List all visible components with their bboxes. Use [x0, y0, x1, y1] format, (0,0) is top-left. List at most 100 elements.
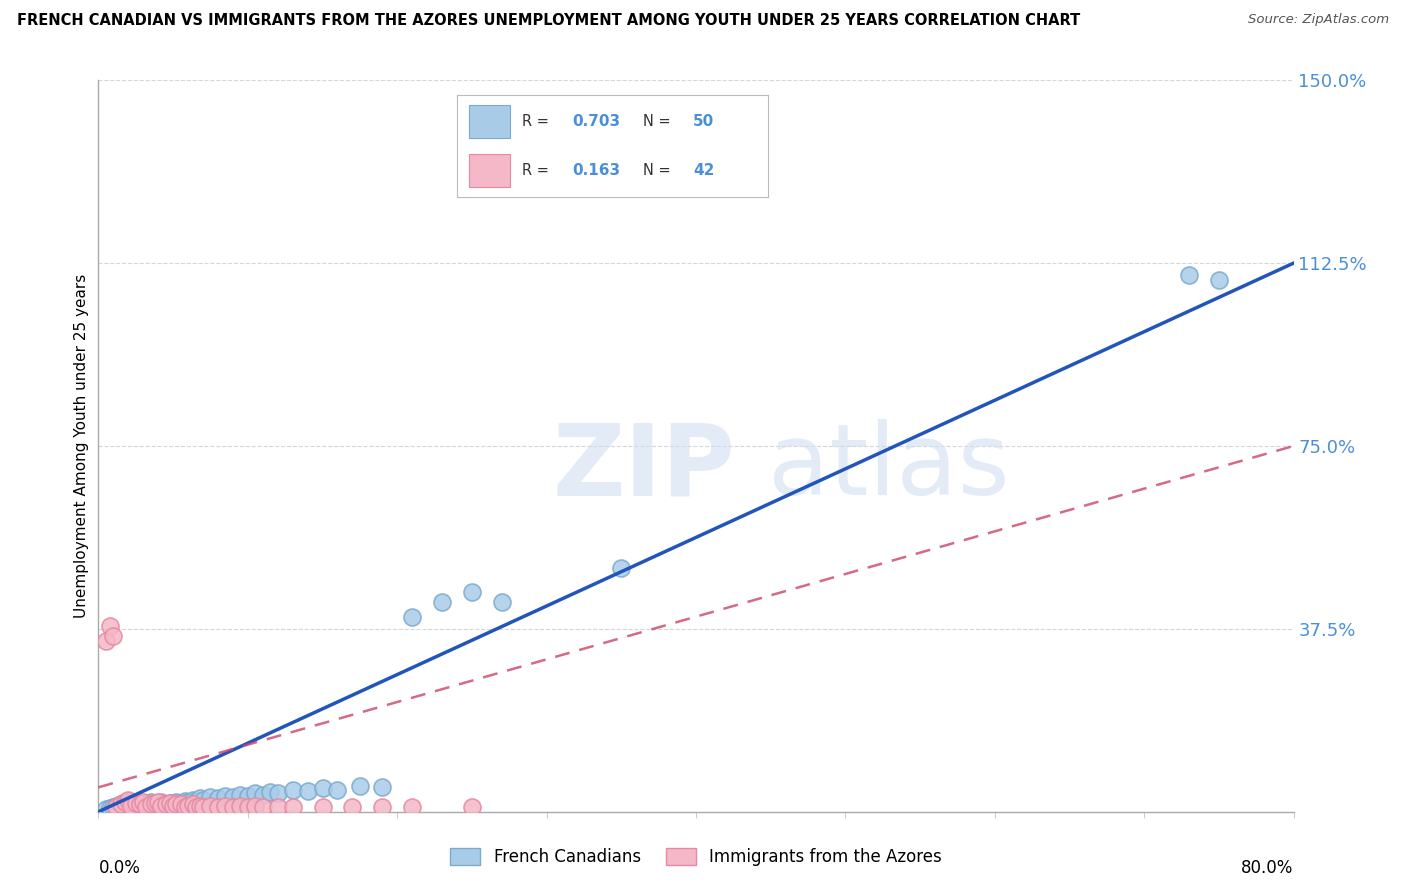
Point: [461, 800, 484, 814]
Point: [120, 798, 142, 813]
Point: [135, 796, 157, 810]
Point: [135, 800, 157, 814]
Point: [139, 795, 162, 809]
Point: [94, 802, 117, 816]
Point: [188, 798, 211, 813]
Point: [401, 800, 423, 814]
Point: [1178, 268, 1201, 283]
Point: [148, 797, 170, 812]
Point: [181, 797, 204, 812]
Point: [110, 797, 132, 812]
Point: [174, 794, 197, 808]
Point: [114, 796, 136, 810]
Point: [143, 796, 166, 810]
Point: [98, 801, 122, 815]
Point: [214, 789, 236, 804]
Point: [105, 798, 128, 813]
Point: [159, 796, 181, 810]
Point: [229, 798, 252, 813]
Point: [177, 798, 200, 813]
Point: [236, 789, 259, 804]
Text: atlas: atlas: [768, 419, 1010, 516]
Point: [150, 798, 173, 813]
Text: 0.0%: 0.0%: [98, 859, 141, 877]
Point: [117, 795, 139, 809]
Point: [132, 797, 155, 812]
Point: [162, 797, 184, 812]
Point: [281, 800, 304, 814]
Point: [159, 796, 181, 810]
Point: [174, 800, 197, 814]
Point: [245, 798, 267, 813]
Point: [610, 561, 633, 575]
Point: [252, 800, 274, 814]
Point: [148, 795, 170, 809]
Point: [114, 795, 136, 809]
Legend: French Canadians, Immigrants from the Azores: French Canadians, Immigrants from the Az…: [443, 841, 949, 873]
Text: ZIP: ZIP: [553, 419, 735, 516]
Point: [165, 797, 187, 812]
Point: [110, 797, 132, 812]
Point: [311, 800, 333, 814]
Point: [169, 797, 191, 812]
Point: [267, 786, 290, 800]
Point: [139, 797, 162, 812]
Point: [191, 800, 214, 814]
Text: 80.0%: 80.0%: [1241, 859, 1294, 877]
Point: [188, 791, 211, 805]
Point: [94, 634, 117, 648]
Point: [200, 790, 222, 805]
Point: [181, 792, 204, 806]
Point: [184, 794, 207, 808]
Y-axis label: Unemployment Among Youth under 25 years: Unemployment Among Youth under 25 years: [75, 274, 89, 618]
Point: [191, 792, 214, 806]
Point: [214, 798, 236, 813]
Point: [259, 785, 281, 799]
Text: Source: ZipAtlas.com: Source: ZipAtlas.com: [1249, 13, 1389, 27]
Point: [129, 797, 152, 812]
Point: [491, 595, 513, 609]
Point: [311, 781, 333, 796]
Point: [129, 798, 152, 813]
Point: [222, 800, 245, 814]
Text: FRENCH CANADIAN VS IMMIGRANTS FROM THE AZORES UNEMPLOYMENT AMONG YOUTH UNDER 25 : FRENCH CANADIAN VS IMMIGRANTS FROM THE A…: [17, 13, 1080, 29]
Point: [326, 782, 349, 797]
Point: [125, 796, 148, 810]
Point: [207, 791, 229, 805]
Point: [169, 796, 191, 810]
Point: [143, 800, 166, 814]
Point: [207, 800, 229, 814]
Point: [401, 609, 423, 624]
Point: [222, 790, 245, 805]
Point: [103, 629, 125, 643]
Point: [165, 795, 187, 809]
Point: [150, 795, 173, 809]
Point: [155, 798, 177, 813]
Point: [184, 800, 207, 814]
Point: [105, 800, 128, 814]
Point: [267, 800, 290, 814]
Point: [200, 798, 222, 813]
Point: [371, 780, 394, 795]
Point: [155, 797, 177, 812]
Point: [117, 792, 139, 806]
Point: [177, 795, 200, 809]
Point: [252, 788, 274, 802]
Point: [342, 800, 364, 814]
Point: [430, 595, 453, 609]
Point: [281, 782, 304, 797]
Point: [98, 619, 122, 633]
Point: [120, 802, 142, 816]
Point: [349, 780, 371, 794]
Point: [236, 800, 259, 814]
Point: [103, 800, 125, 814]
Point: [461, 585, 484, 599]
Point: [229, 788, 252, 802]
Point: [1208, 273, 1230, 287]
Point: [297, 784, 319, 798]
Point: [245, 786, 267, 800]
Point: [132, 795, 155, 809]
Point: [371, 800, 394, 814]
Point: [125, 801, 148, 815]
Point: [162, 798, 184, 813]
